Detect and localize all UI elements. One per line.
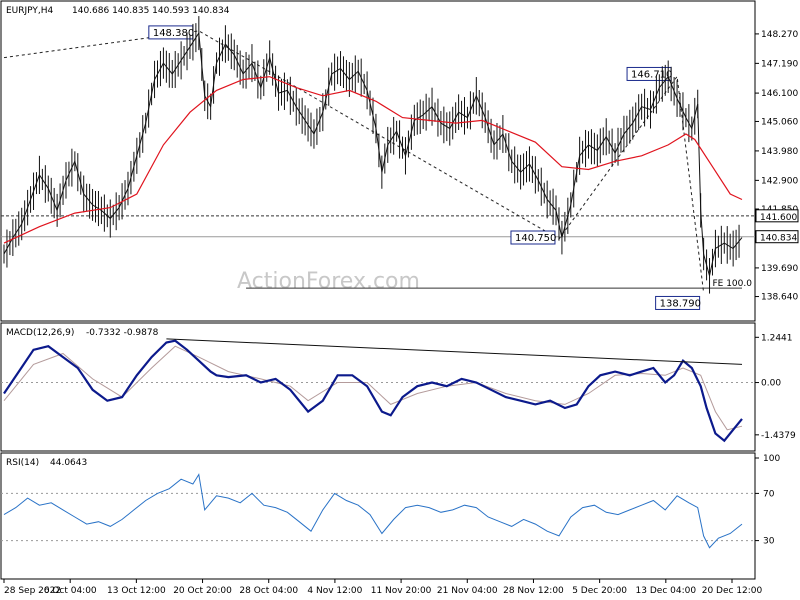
x-tick-label: 11 Nov 20:00: [371, 586, 432, 596]
x-tick-label: 28 Nov 12:00: [503, 586, 564, 596]
price-tick-label: 139.690: [761, 264, 798, 274]
price-line: [3, 31, 743, 276]
price-header-ohlc: 140.686 140.835 140.593 140.834: [72, 6, 230, 16]
watermark: ActionForex.com: [237, 269, 420, 294]
x-tick-label: 4 Nov 12:00: [307, 586, 362, 596]
x-tick-label: 6 Oct 04:00: [44, 586, 97, 596]
annotation-box: [510, 230, 556, 245]
price-tick-label: 143.980: [761, 147, 798, 157]
x-tick-label: 5 Dec 20:00: [572, 586, 627, 596]
rsi-panel-frame: [0, 452, 756, 580]
price-header-symbol: EURJPY,H4: [6, 6, 54, 16]
rsi-tick-label: 100: [763, 454, 780, 464]
macd-tick-label: 1.2441: [761, 333, 793, 343]
x-tick-label: 13 Dec 04:00: [636, 586, 697, 596]
annotation-label: 140.750: [515, 233, 556, 244]
current-price-label: 140.834: [760, 234, 797, 244]
macd-header-values: -0.7332 -0.9878: [86, 328, 159, 338]
price-tick-label: 148.270: [761, 30, 798, 40]
x-tick-label: 20 Oct 20:00: [173, 586, 232, 596]
x-tick-label: 28 Oct 04:00: [239, 586, 298, 596]
annotation-box: [655, 295, 701, 310]
macd-trendline: [166, 338, 743, 365]
current-price-box: [755, 230, 799, 244]
rsi-tick-label: 70: [763, 489, 775, 499]
price-tick-label: 145.060: [761, 117, 798, 127]
fe-label: FE 100.0: [712, 279, 752, 289]
price-tick-label: 142.900: [761, 176, 798, 186]
x-tick-label: 13 Oct 12:00: [107, 586, 166, 596]
macd-panel-frame: [0, 322, 756, 452]
rsi-line: [3, 473, 743, 549]
rsi-tick-label: 30: [763, 537, 775, 547]
price-tick-label: 146.100: [761, 89, 798, 99]
x-tick-label: 28 Sep 2022: [4, 586, 61, 596]
annotation-label: 148.380: [153, 28, 194, 39]
ma-line: [3, 76, 743, 244]
macd-tick-label: -1.4379: [761, 431, 796, 441]
annotation-label: 146.710: [631, 69, 672, 80]
price-panel-frame: [0, 0, 756, 322]
macd-signal-line: [3, 345, 743, 431]
macd-tick-label: 0.00: [761, 379, 781, 389]
level-label: 141.600: [760, 213, 797, 223]
macd-header-title: MACD(12,26,9): [6, 328, 74, 338]
rsi-header-title: RSI(14): [6, 458, 39, 468]
zigzag-line: [3, 30, 705, 293]
rsi-header-values: 44.0643: [50, 458, 87, 468]
x-tick-label: 20 Dec 12:00: [702, 586, 763, 596]
annotation-label: 138.790: [660, 298, 701, 309]
price-tick-label: 138.640: [761, 293, 798, 303]
macd-line: [3, 339, 743, 443]
x-tick-label: 21 Nov 04:00: [437, 586, 498, 596]
price-tick-label: 147.190: [761, 59, 798, 69]
level-label-box: [755, 209, 799, 223]
